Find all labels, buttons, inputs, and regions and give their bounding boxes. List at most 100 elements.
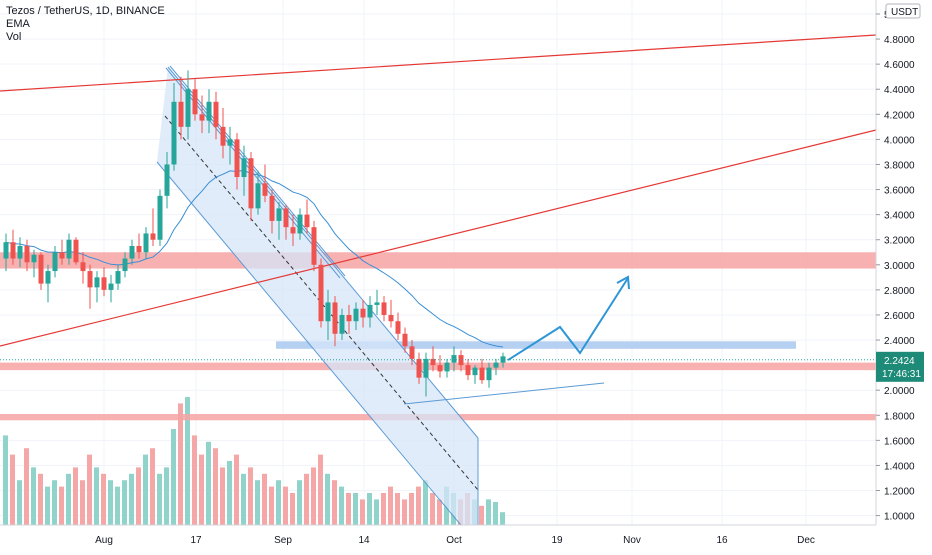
candle-body — [59, 252, 65, 259]
candle-body — [304, 214, 310, 228]
time-axis — [0, 525, 932, 550]
volume-bar — [122, 480, 127, 525]
volume-bar — [486, 499, 491, 525]
volume-bar — [311, 467, 316, 525]
candle-body — [458, 355, 464, 366]
candle-body — [171, 101, 177, 165]
candle — [325, 289, 331, 341]
candle-body — [255, 183, 261, 209]
volume-bar — [10, 454, 15, 525]
candle — [283, 204, 289, 240]
trendline-lower-red — [0, 129, 877, 347]
price-tick-label: 1.2000 — [884, 487, 915, 498]
price-tick-label: 3.0000 — [884, 261, 915, 272]
candle-body — [185, 89, 191, 127]
volume-bar — [374, 499, 379, 525]
volume-bar — [318, 454, 323, 525]
candle — [332, 296, 338, 347]
candle — [80, 252, 86, 284]
price-tick-label: 2.8000 — [884, 286, 915, 297]
time-tick-label: Aug — [95, 535, 113, 546]
candle — [290, 214, 296, 246]
volume-bar — [234, 454, 239, 525]
volume-bar — [52, 480, 57, 525]
candle-body — [395, 321, 401, 334]
candle — [157, 189, 163, 246]
candle — [94, 271, 100, 303]
candle-body — [136, 245, 142, 253]
volume-bar — [290, 493, 295, 525]
candle — [493, 358, 499, 376]
indicator-vol[interactable]: Vol — [6, 31, 22, 43]
candle-body — [423, 358, 429, 378]
currency-badge[interactable] — [885, 3, 921, 19]
candle — [353, 302, 359, 331]
volume-bar — [192, 435, 197, 525]
candle-body — [52, 252, 58, 272]
trendline-upper-red — [0, 34, 877, 92]
volume-bar — [136, 467, 141, 525]
candle-body — [269, 195, 275, 221]
volume-bar — [80, 480, 85, 525]
volume-bar — [437, 499, 442, 525]
volume-bar — [206, 441, 211, 525]
candle — [52, 245, 58, 278]
candle — [164, 151, 170, 209]
volume-bar — [115, 486, 120, 525]
candle-body — [157, 195, 163, 240]
candle-body — [192, 89, 198, 115]
candle — [339, 308, 345, 341]
volume-bar — [269, 486, 274, 525]
channel-mid-dashed — [164, 115, 479, 491]
candle-body — [3, 242, 9, 259]
price-tick-label: 4.2000 — [884, 110, 915, 121]
price-axis — [876, 0, 932, 550]
candle-body — [409, 346, 415, 359]
candle — [115, 264, 121, 290]
candle — [395, 312, 401, 341]
candle-body — [297, 214, 303, 234]
candle-body — [276, 208, 282, 221]
candle — [150, 208, 156, 246]
candle-body — [346, 314, 352, 322]
candle-body — [227, 139, 233, 146]
ascending-support-line — [403, 382, 605, 405]
candle — [416, 352, 422, 384]
indicator-ema[interactable]: EMA — [6, 18, 30, 30]
candle-body — [73, 239, 79, 263]
price-tick-label: 4.6000 — [884, 60, 915, 71]
candle-body — [472, 367, 478, 376]
candle-body — [325, 302, 331, 322]
price-tick-label: 3.6000 — [884, 186, 915, 197]
candle — [24, 239, 30, 272]
candle — [500, 352, 506, 368]
candle — [304, 199, 310, 234]
candle-body — [374, 302, 380, 305]
candle — [185, 70, 191, 140]
volume-bar — [416, 486, 421, 525]
price-tick-label: 3.4000 — [884, 211, 915, 222]
volume-bar — [479, 505, 484, 525]
candle — [73, 237, 79, 265]
candle — [311, 220, 317, 272]
volume-bar — [297, 480, 302, 525]
candle — [192, 79, 198, 121]
candle — [444, 358, 450, 378]
candle-body — [381, 302, 387, 315]
candle — [101, 267, 107, 297]
candle — [381, 296, 387, 322]
candle-body — [402, 333, 408, 347]
candle — [269, 189, 275, 234]
volume-bar — [353, 493, 358, 525]
candle — [472, 365, 478, 384]
candle-body — [451, 355, 457, 363]
price-tick-label: 1.6000 — [884, 436, 915, 447]
candle — [199, 95, 205, 134]
currency-badge-label[interactable]: USDT — [891, 7, 918, 18]
volume-bar — [66, 473, 71, 525]
candle-body — [87, 271, 93, 288]
symbol-title[interactable]: Tezos / TetherUS, 1D, BINANCE — [6, 5, 165, 17]
volume-bar — [31, 467, 36, 525]
